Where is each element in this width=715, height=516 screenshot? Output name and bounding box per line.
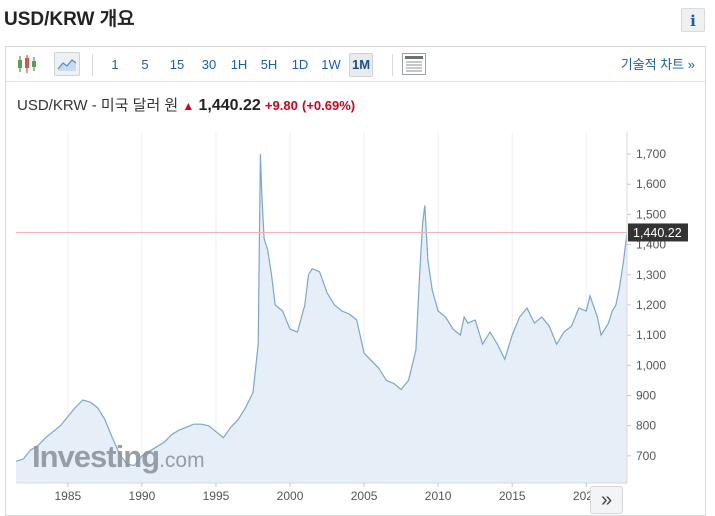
y-tick-label: 1,700 — [636, 147, 666, 161]
period-1[interactable]: 1 — [111, 57, 119, 72]
price-change-percent: (+0.69%) — [302, 98, 356, 113]
period-1w[interactable]: 1W — [321, 57, 341, 72]
y-tick-label: 900 — [636, 388, 656, 402]
info-button[interactable]: i — [681, 8, 705, 32]
y-tick-label: 1,600 — [636, 177, 666, 191]
chart-container: 1 5 15 30 1H 5H 1D 1W 1M 기술적 차트 » USD/KRW - 미국 달… — [5, 46, 706, 516]
candlestick-chart-icon[interactable] — [14, 52, 40, 76]
y-tick-label: 1,200 — [636, 298, 666, 312]
area-chart-icon[interactable] — [54, 52, 80, 76]
quote-header: USD/KRW - 미국 달러 원 ▲ 1,440.22 +9.80 (+0.6… — [17, 94, 355, 115]
period-15[interactable]: 15 — [169, 57, 185, 72]
y-tick-label: 1,500 — [636, 207, 666, 221]
current-price-label-bg — [628, 223, 688, 242]
investing-watermark: Investing.com — [32, 439, 205, 475]
last-price: 1,440.22 — [198, 97, 261, 114]
y-tick-label: 1,000 — [636, 358, 666, 372]
period-5[interactable]: 5 — [141, 57, 149, 72]
up-arrow-icon: ▲ — [182, 99, 195, 113]
period-5h[interactable]: 5H — [260, 57, 278, 72]
expand-chart-button[interactable]: » — [590, 486, 623, 514]
price-area — [16, 154, 627, 483]
price-change: +9.80 — [264, 98, 298, 113]
chart-toolbar: 1 5 15 30 1H 5H 1D 1W 1M 기술적 차트 » — [6, 47, 705, 82]
instrument-name: USD/KRW - 미국 달러 원 — [17, 97, 179, 114]
price-line — [15, 154, 628, 467]
toolbar-divider — [392, 54, 393, 76]
x-tick-label: 2010 — [425, 489, 452, 503]
technical-chart-link[interactable]: 기술적 차트 » — [620, 57, 695, 72]
x-tick-label: 2000 — [277, 489, 304, 503]
x-tick-label: 1995 — [203, 489, 230, 503]
y-tick-label: 1,300 — [636, 268, 666, 282]
watermark-brand: Investing — [32, 439, 160, 474]
y-tick-label: 800 — [636, 419, 656, 433]
x-tick-label: 1985 — [54, 489, 81, 503]
period-1m[interactable]: 1M — [349, 53, 373, 77]
current-price-label: 1,440.22 — [633, 226, 682, 240]
y-tick-label: 700 — [636, 449, 656, 463]
page-title: USD/KRW 개요 — [4, 9, 135, 30]
toolbar-divider — [92, 54, 93, 76]
x-tick-label: 2015 — [499, 489, 526, 503]
price-chart[interactable]: 7008009001,0001,1001,2001,3001,4001,5001… — [6, 47, 705, 515]
y-tick-label: 1,100 — [636, 328, 666, 342]
period-1d[interactable]: 1D — [291, 57, 309, 72]
x-tick-label: 1990 — [129, 489, 156, 503]
period-30[interactable]: 30 — [201, 57, 217, 72]
data-table-icon[interactable] — [402, 53, 426, 75]
x-tick-label: 2005 — [351, 489, 378, 503]
watermark-suffix: .com — [159, 449, 205, 472]
period-1h[interactable]: 1H — [230, 57, 248, 72]
